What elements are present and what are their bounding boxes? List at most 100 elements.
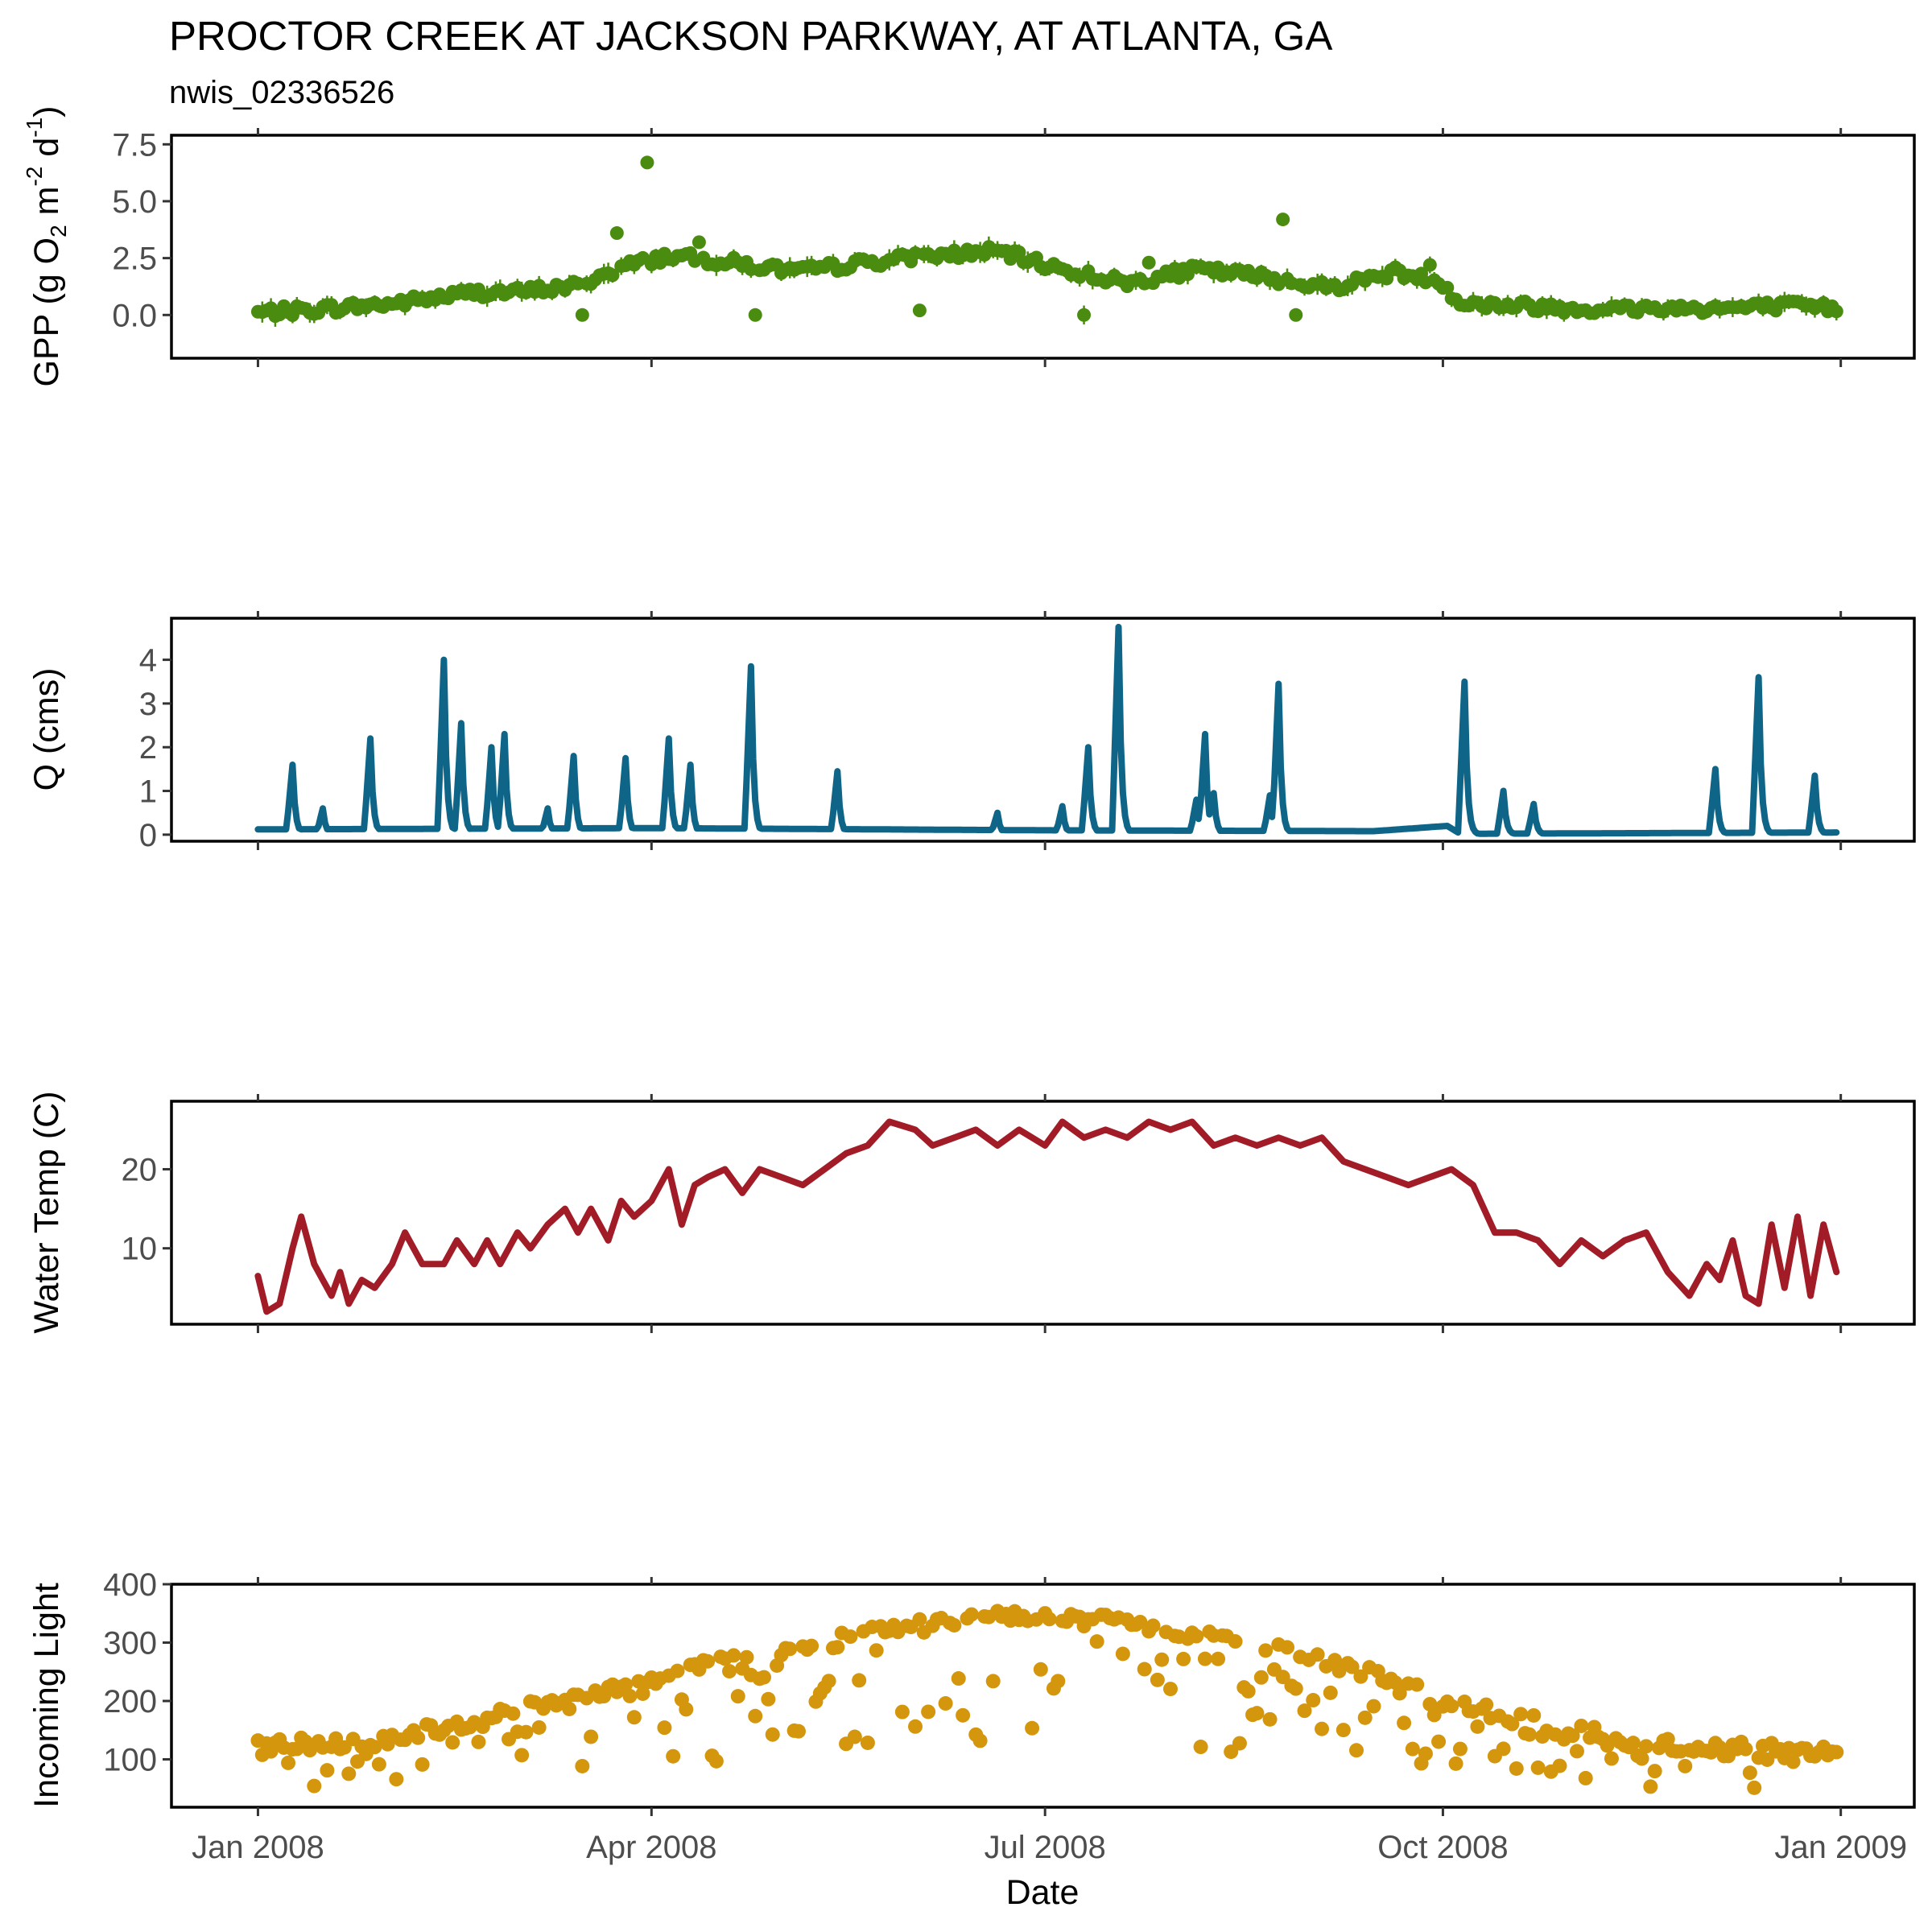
light-point xyxy=(562,1701,577,1716)
light-point xyxy=(765,1727,780,1742)
y-tick-label-gpp-3: 7.5 xyxy=(112,127,157,163)
light-point xyxy=(367,1740,382,1755)
light-point xyxy=(281,1755,296,1770)
light-point xyxy=(1742,1765,1757,1781)
light-point xyxy=(1150,1672,1165,1687)
gpp-point xyxy=(1829,304,1843,319)
light-point xyxy=(1505,1716,1520,1732)
light-point xyxy=(1146,1618,1161,1633)
light-point xyxy=(670,1663,685,1678)
light-point xyxy=(635,1686,650,1701)
light-point xyxy=(869,1643,884,1658)
gpp-point xyxy=(1141,255,1156,270)
light-point xyxy=(1470,1719,1485,1734)
y-tick-label-light-3: 400 xyxy=(103,1567,157,1603)
light-point xyxy=(972,1733,988,1748)
light-point xyxy=(657,1720,672,1736)
y-tick-label-discharge-1: 1 xyxy=(139,774,157,810)
light-point xyxy=(445,1735,460,1750)
light-point xyxy=(584,1729,599,1744)
light-point xyxy=(908,1719,923,1734)
light-point xyxy=(1042,1612,1057,1627)
light-y-axis-label: Incoming Light xyxy=(27,1583,66,1808)
light-point xyxy=(1189,1629,1204,1644)
light-point xyxy=(847,1729,862,1744)
light-point xyxy=(518,1724,534,1740)
light-point xyxy=(739,1649,754,1665)
light-point xyxy=(471,1734,486,1749)
light-point xyxy=(1033,1662,1048,1677)
light-point xyxy=(1552,1758,1567,1773)
water-temp-panel: 10 20 Water Temp (C) xyxy=(27,1091,1916,1334)
light-point xyxy=(1785,1754,1801,1769)
light-point xyxy=(843,1629,858,1645)
light-point xyxy=(302,1743,317,1758)
light-point xyxy=(1397,1715,1412,1731)
gpp-y-axis: 0.0 2.5 5.0 7.5 xyxy=(112,127,171,333)
light-point xyxy=(1162,1682,1178,1697)
light-point xyxy=(1327,1653,1343,1668)
gpp-point xyxy=(609,226,624,241)
light-point xyxy=(1228,1634,1243,1649)
light-x-ticks xyxy=(256,1577,1843,1816)
light-point xyxy=(921,1704,936,1719)
light-point xyxy=(531,1719,547,1735)
light-point xyxy=(947,1617,962,1633)
light-point xyxy=(1310,1647,1325,1662)
light-point xyxy=(1496,1741,1511,1757)
gpp-point xyxy=(748,308,762,322)
y-tick-label-discharge-4: 4 xyxy=(139,643,157,679)
light-point xyxy=(1530,1760,1546,1775)
light-point xyxy=(1211,1651,1226,1666)
light-point xyxy=(1176,1651,1191,1666)
light-point xyxy=(1241,1683,1256,1699)
y-tick-label-light-0: 100 xyxy=(103,1743,157,1778)
light-point xyxy=(791,1724,806,1739)
light-point xyxy=(1452,1741,1468,1757)
water-temp-panel-border xyxy=(170,1100,1916,1326)
light-point xyxy=(1410,1677,1425,1692)
light-point xyxy=(1051,1674,1066,1689)
light-point xyxy=(1366,1699,1381,1714)
gpp-point xyxy=(1289,308,1303,322)
light-point xyxy=(1323,1685,1338,1700)
light-point xyxy=(1829,1744,1844,1760)
discharge-panel-border xyxy=(170,617,1916,843)
light-point xyxy=(1249,1706,1265,1721)
light-y-axis: 100 200 300 400 xyxy=(103,1567,171,1778)
light-point xyxy=(1115,1646,1130,1662)
light-point xyxy=(1154,1652,1170,1667)
light-point xyxy=(1647,1764,1662,1779)
light-point xyxy=(708,1753,724,1769)
light-point xyxy=(730,1689,745,1704)
light-point xyxy=(1137,1662,1152,1677)
light-point xyxy=(804,1638,819,1653)
light-point xyxy=(1431,1734,1447,1749)
y-tick-label-gpp-2: 5.0 xyxy=(112,184,157,220)
light-point xyxy=(1232,1736,1247,1751)
light-point xyxy=(894,1704,910,1719)
light-point xyxy=(860,1735,875,1750)
gpp-point xyxy=(575,308,589,322)
light-point xyxy=(1643,1779,1658,1794)
discharge-y-axis: 0 1 2 3 4 xyxy=(139,643,171,853)
light-panel: 100 200 300 400 Incoming Light xyxy=(27,1567,1916,1816)
light-point xyxy=(1660,1732,1675,1747)
light-point xyxy=(622,1688,638,1703)
y-tick-label-discharge-2: 2 xyxy=(139,730,157,766)
water-temp-y-axis-label: Water Temp (C) xyxy=(27,1091,66,1333)
light-point xyxy=(1638,1739,1653,1754)
light-point xyxy=(1678,1758,1693,1773)
light-point xyxy=(307,1778,322,1794)
water-temp-y-axis: 10 20 xyxy=(122,1152,171,1267)
light-point xyxy=(1348,1743,1364,1758)
light-point xyxy=(756,1670,771,1685)
gpp-panel-border xyxy=(170,134,1916,360)
light-point xyxy=(411,1730,426,1745)
light-point xyxy=(1634,1751,1649,1766)
x-tick-label-apr-2008: Apr 2008 xyxy=(586,1830,716,1865)
x-tick-label-jan-2008: Jan 2008 xyxy=(192,1830,324,1865)
light-point xyxy=(1526,1707,1542,1723)
light-panel-border xyxy=(170,1583,1916,1809)
